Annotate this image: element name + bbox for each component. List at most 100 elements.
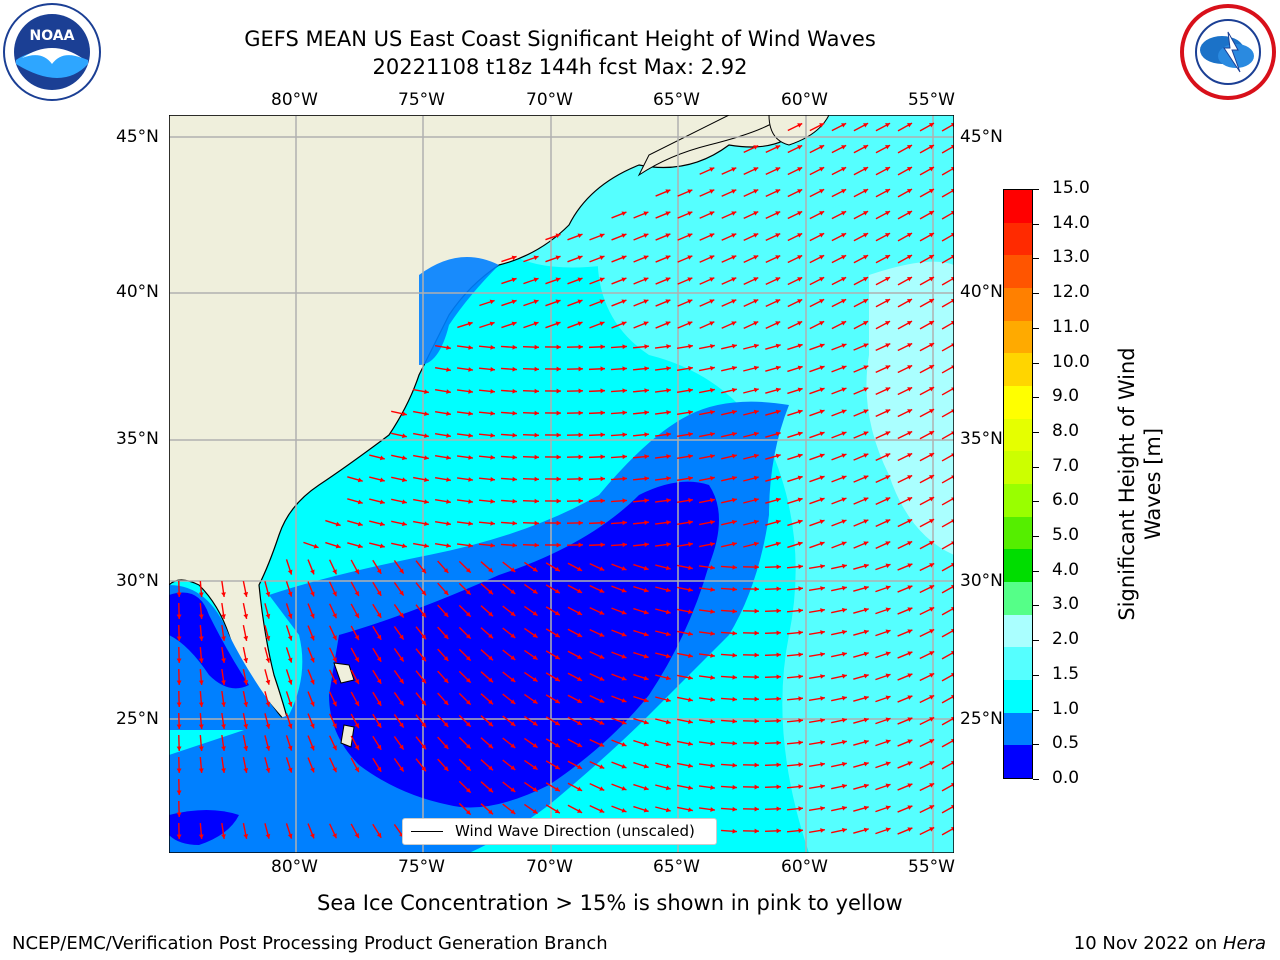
wave-arrow-head — [797, 453, 803, 459]
ice-note: Sea Ice Concentration > 15% is shown in … — [317, 891, 903, 915]
wave-arrow-head — [929, 805, 935, 810]
wave-arrow-head — [885, 541, 891, 546]
wave-arrow-head — [402, 455, 407, 461]
branch-credit: NCEP/EMC/Verification Post Processing Pr… — [12, 933, 608, 954]
wave-arrow-head — [841, 211, 847, 216]
wave-arrow-head — [424, 433, 429, 439]
wave-arrow-head — [468, 433, 473, 438]
lon-label-top: 70°W — [526, 90, 573, 110]
wave-arrow-head — [665, 189, 671, 194]
wave-arrow-head — [928, 233, 934, 238]
wave-arrow-head — [376, 612, 382, 618]
wave-arrow-head — [265, 591, 271, 597]
wave-arrow-head — [754, 784, 759, 790]
graticule — [169, 115, 954, 853]
wave-arrow-head — [688, 631, 693, 637]
wave-arrow-head — [221, 658, 226, 663]
wave-arrow-head — [468, 455, 473, 460]
wave-arrow-head — [488, 589, 494, 595]
wave-arrow-head — [665, 321, 671, 326]
wave-arrow-head — [885, 145, 891, 150]
wave-arrow-head — [841, 167, 847, 172]
wave-arrow-head — [443, 766, 449, 771]
wave-arrow-head — [512, 344, 517, 350]
wave-arrow-head — [754, 696, 759, 702]
wave-arrow-head — [424, 477, 429, 483]
wave-arrow-head — [554, 632, 560, 638]
colorbar-tick-label: 1.5 — [1052, 663, 1080, 684]
wave-direction-arrows — [176, 122, 954, 840]
wave-arrow-head — [622, 498, 627, 504]
wave-arrow-head — [732, 564, 737, 570]
wave-arrow-head — [402, 411, 407, 417]
wave-arrow-head — [376, 656, 382, 662]
wave-arrow-head — [446, 543, 451, 548]
wave-arrow-head — [863, 739, 869, 745]
wave-arrow-head — [354, 723, 359, 729]
colorbar-tick-label: 12.0 — [1052, 282, 1090, 303]
wave-arrow-head — [797, 145, 803, 150]
wave-arrow-head — [929, 365, 935, 370]
wave-arrow-head — [688, 498, 693, 503]
wave-arrow-head — [424, 499, 429, 505]
wave-arrow-head — [510, 611, 516, 616]
wave-arrow-head — [643, 299, 649, 304]
wave-arrow-head — [688, 807, 693, 813]
wave-arrow-head — [532, 809, 538, 814]
wave-arrow-head — [532, 677, 538, 682]
wave-arrow-head — [198, 636, 204, 641]
wave-arrow-head — [512, 454, 517, 460]
colorbar-tick-label: 9.0 — [1052, 386, 1080, 407]
wave-arrow-head — [753, 365, 759, 371]
wave-arrow-head — [819, 541, 825, 547]
colorbar-tick-label: 11.0 — [1052, 316, 1090, 337]
wave-arrow-head — [335, 543, 341, 549]
wave-arrow-head — [929, 497, 935, 502]
wave-arrow-head — [709, 277, 715, 282]
wave-arrow-head — [577, 764, 583, 769]
wave-arrow-head — [754, 806, 759, 812]
wave-arrow-head — [950, 783, 954, 788]
wave-arrow-head — [950, 805, 954, 810]
wave-arrow-head — [599, 610, 605, 615]
wave-arrow-head — [688, 587, 693, 593]
wave-arrow-head — [731, 299, 737, 304]
wave-arrow-head — [687, 321, 693, 326]
wave-arrow-head — [907, 409, 913, 414]
wave-arrow-head — [863, 805, 869, 811]
wave-arrow-head — [907, 123, 913, 128]
wave-arrow-head — [731, 189, 737, 194]
wave-arrow-head — [841, 299, 847, 304]
wave-arrow-head — [688, 476, 693, 481]
wave-arrow-head — [710, 697, 715, 702]
wave-arrow-head — [731, 277, 737, 282]
wave-arrow-head — [599, 808, 605, 813]
wave-arrow-head — [731, 167, 737, 172]
wave-arrow-head — [907, 629, 913, 634]
wave-arrow-head — [819, 233, 825, 238]
lat-label-left: 25°N — [116, 709, 159, 729]
wave-arrow-head — [754, 586, 759, 592]
colorbar-tick-mark — [1033, 501, 1039, 503]
wave-arrow-head — [468, 411, 473, 416]
wave-arrow-head — [907, 387, 913, 392]
colorbar-swatch — [1004, 451, 1032, 485]
wave-arrow-head — [443, 744, 449, 749]
wave-arrow-head — [421, 744, 426, 750]
wave-arrow-head — [863, 321, 869, 326]
wave-arrow-head — [687, 233, 693, 238]
wave-arrow-head — [554, 808, 560, 814]
wave-arrow-head — [950, 211, 954, 216]
wave-arrow-head — [775, 387, 781, 393]
colorbar-tick-label: 13.0 — [1052, 247, 1090, 268]
colorbar-swatch — [1004, 745, 1032, 779]
wave-arrow-head — [929, 585, 935, 590]
wave-arrow-head — [512, 410, 517, 416]
lon-label-bottom: 60°W — [781, 857, 828, 877]
wave-arrow-head — [465, 633, 471, 639]
wave-arrow-head — [310, 701, 315, 707]
wave-arrow-head — [243, 592, 249, 597]
wave-arrow-head — [776, 564, 781, 570]
wave-arrow-head — [929, 783, 935, 788]
wave-arrow-head — [421, 700, 426, 706]
